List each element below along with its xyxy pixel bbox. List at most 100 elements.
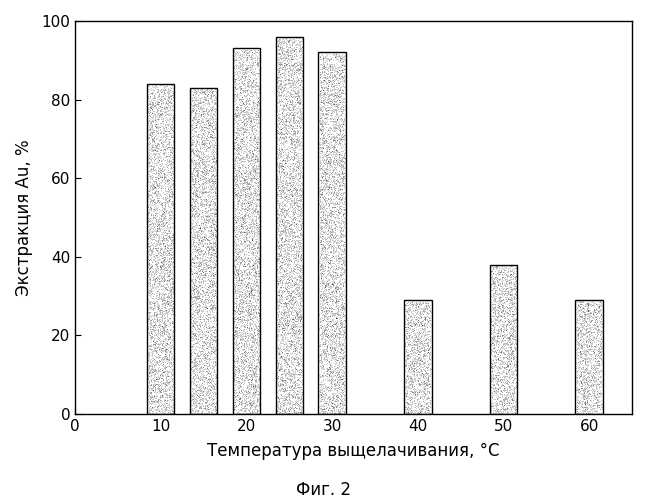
Point — [503, 346, 514, 354]
Point — [294, 62, 305, 70]
Point — [195, 373, 205, 381]
Point — [199, 169, 209, 177]
Point — [276, 250, 287, 258]
Point — [334, 66, 345, 74]
Point — [234, 224, 245, 232]
Point — [326, 74, 336, 82]
Point — [494, 302, 504, 310]
Point — [163, 242, 173, 250]
Point — [506, 353, 516, 361]
Point — [578, 355, 589, 363]
Point — [186, 195, 197, 203]
Point — [407, 344, 417, 352]
Point — [290, 274, 300, 282]
Point — [254, 104, 264, 112]
Point — [572, 308, 582, 316]
Point — [192, 294, 202, 302]
Point — [251, 106, 261, 114]
Point — [149, 300, 159, 308]
Point — [579, 390, 589, 398]
Point — [190, 189, 201, 197]
Point — [419, 398, 430, 406]
Point — [417, 386, 427, 394]
Point — [334, 98, 345, 106]
Point — [228, 318, 239, 326]
Point — [195, 322, 205, 330]
Point — [584, 328, 594, 336]
Point — [210, 326, 220, 334]
Point — [156, 211, 166, 219]
Point — [203, 274, 214, 282]
Point — [146, 316, 156, 324]
Point — [291, 214, 301, 222]
Point — [293, 224, 303, 232]
Point — [203, 401, 214, 409]
Point — [586, 376, 596, 384]
Point — [317, 133, 327, 141]
Point — [487, 300, 497, 308]
Point — [285, 76, 295, 84]
Point — [292, 188, 302, 196]
Point — [318, 402, 328, 410]
Point — [253, 120, 263, 128]
Point — [576, 342, 587, 350]
Point — [236, 406, 247, 414]
Point — [508, 300, 518, 308]
Point — [153, 295, 163, 303]
Point — [410, 388, 421, 396]
Point — [232, 294, 243, 302]
Point — [233, 224, 243, 232]
Point — [327, 189, 338, 197]
Point — [510, 276, 520, 284]
Point — [328, 82, 338, 90]
Point — [505, 320, 515, 328]
Point — [252, 111, 263, 119]
Point — [192, 322, 202, 330]
Point — [297, 276, 307, 284]
Point — [238, 305, 248, 313]
Point — [276, 84, 286, 92]
Point — [278, 60, 289, 68]
Point — [155, 324, 165, 332]
Point — [509, 324, 519, 332]
Point — [202, 92, 212, 100]
Point — [232, 292, 243, 300]
Point — [252, 236, 262, 244]
Point — [197, 302, 207, 310]
Point — [238, 148, 248, 156]
Point — [424, 372, 434, 380]
Point — [574, 373, 584, 381]
Point — [578, 384, 589, 392]
Point — [198, 300, 208, 308]
Point — [328, 136, 338, 144]
Point — [207, 400, 217, 408]
Point — [152, 159, 162, 167]
Point — [192, 171, 203, 179]
Point — [163, 194, 173, 202]
Point — [337, 399, 347, 407]
Point — [283, 408, 294, 416]
Point — [149, 114, 160, 122]
Point — [322, 344, 332, 351]
Point — [590, 398, 600, 406]
Point — [162, 104, 173, 112]
Point — [248, 406, 258, 413]
Point — [487, 356, 498, 364]
Point — [296, 257, 307, 265]
Point — [280, 282, 290, 290]
Point — [162, 276, 172, 284]
Point — [288, 404, 298, 412]
Point — [275, 394, 285, 402]
Point — [230, 254, 240, 262]
Point — [275, 258, 285, 266]
Point — [163, 391, 173, 399]
Point — [292, 320, 302, 328]
Point — [316, 394, 326, 402]
Point — [503, 393, 513, 401]
Point — [497, 342, 507, 349]
Point — [155, 224, 166, 232]
Point — [323, 393, 333, 401]
Point — [315, 380, 325, 388]
Point — [200, 299, 210, 307]
Point — [411, 333, 421, 341]
